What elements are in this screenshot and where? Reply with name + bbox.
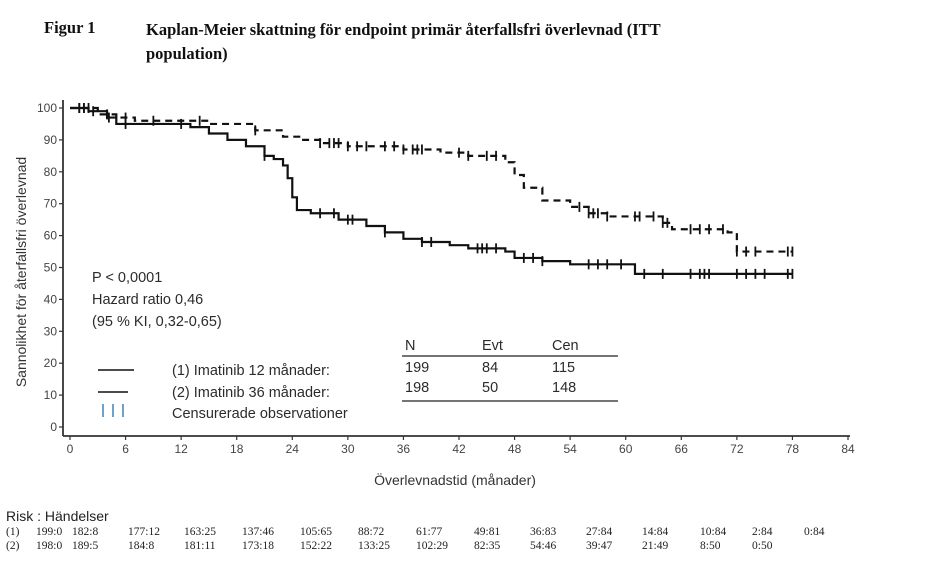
y-tick-label: 80 — [44, 165, 58, 179]
x-tick-label: 60 — [619, 442, 633, 456]
x-tick-label: 24 — [286, 442, 300, 456]
legend-label-36-months: (2) Imatinib 36 månader: — [172, 385, 330, 401]
x-axis-title: Överlevnadstid (månader) — [374, 471, 536, 488]
figure-title: Kaplan-Meier skattning för endpoint prim… — [146, 20, 661, 63]
risk-cell: 39:47 — [586, 540, 613, 552]
x-tick-label: 84 — [841, 442, 855, 456]
summary-cell: 148 — [552, 380, 576, 396]
summary-cell: 115 — [552, 360, 575, 376]
risk-cell: 198:0 — [36, 540, 63, 552]
risk-cell: 163:25 — [184, 526, 216, 538]
risk-cell: 49:81 — [474, 526, 501, 538]
risk-cell: 177:12 — [128, 526, 160, 538]
p-value: P < 0,0001 — [92, 270, 162, 286]
risk-row: (2) 198:0 189:5 184:8 181:11 173:18 152:22 133:… — [6, 540, 772, 554]
risk-cell: 21:49 — [642, 540, 669, 552]
legend: (1) Imatinib 12 månader: (2) Imatinib 36… — [98, 363, 348, 422]
confidence-interval: (95 % KI, 0,32-0,65) — [92, 314, 222, 330]
risk-cell: 105:65 — [300, 526, 332, 538]
risk-row-label: (1) — [6, 526, 20, 538]
risk-cell: 184:8 — [128, 540, 155, 552]
summary-cell: 199 — [405, 360, 429, 376]
risk-cell: 8:50 — [700, 540, 721, 552]
axes: 0 10 20 30 40 50 60 70 80 90 100 0 6 12 18 24 30 36 42 48 54… — [37, 100, 855, 456]
x-tick-label: 0 — [67, 442, 74, 456]
x-tick-label: 12 — [174, 442, 188, 456]
risk-cell: 189:5 — [72, 540, 99, 552]
risk-cell: 181:11 — [184, 540, 216, 552]
risk-cell: 133:25 — [358, 540, 390, 552]
x-tick-label: 18 — [230, 442, 244, 456]
x-tick-label: 6 — [122, 442, 129, 456]
risk-cell: 182:8 — [72, 526, 99, 538]
y-tick-label: 0 — [50, 420, 57, 434]
x-tick-label: 66 — [675, 442, 689, 456]
summary-header-evt: Evt — [482, 338, 503, 354]
risk-cell: 0:50 — [752, 540, 773, 552]
summary-table: N Evt Cen 199 84 115 198 50 148 — [402, 338, 618, 402]
survival-curves — [70, 103, 794, 279]
risk-cell: 199:0 — [36, 526, 63, 538]
kaplan-meier-chart: 0 10 20 30 40 50 60 70 80 90 100 0 6 12 18 24 30 36 42 48 54… — [13, 100, 855, 488]
risk-table-title: Risk : Händelser — [6, 508, 109, 524]
summary-cell: 84 — [482, 360, 498, 376]
x-tick-label: 48 — [508, 442, 522, 456]
y-axis-title: Sannolikhet för återfallsfri överlevnad — [13, 157, 29, 387]
summary-cell: 198 — [405, 380, 429, 396]
y-tick-label: 20 — [44, 356, 58, 370]
x-tick-label: 72 — [730, 442, 744, 456]
x-tick-label: 30 — [341, 442, 355, 456]
x-tick-label: 54 — [563, 442, 577, 456]
risk-cell: 137:46 — [242, 526, 274, 538]
risk-cell: 102:29 — [416, 540, 448, 552]
risk-cell: 27:84 — [586, 526, 613, 538]
y-tick-label: 40 — [44, 292, 58, 306]
x-tick-label: 42 — [452, 442, 466, 456]
risk-table: Risk : Händelser (1) 199:0 182:8 177:12 163:… — [6, 508, 824, 554]
y-tick-label: 50 — [44, 261, 58, 275]
risk-table-rows: (1) 199:0 182:8 177:12 163:25 137:46 105:65 88:… — [6, 526, 824, 554]
x-tick-label: 36 — [397, 442, 411, 456]
legend-label-12-months: (1) Imatinib 12 månader: — [172, 363, 330, 379]
y-tick-label: 60 — [44, 229, 58, 243]
y-tick-label: 90 — [44, 133, 58, 147]
risk-cell: 0:84 — [804, 526, 825, 538]
risk-cell: 36:83 — [530, 526, 557, 538]
risk-cell: 2:84 — [752, 526, 773, 538]
curve-imatinib-12-months — [70, 106, 793, 275]
figure-label: Figur 1 — [44, 18, 96, 37]
summary-header-cen: Cen — [552, 338, 579, 354]
y-tick-label: 10 — [44, 388, 58, 402]
x-tick-label: 78 — [786, 442, 800, 456]
risk-cell: 10:84 — [700, 526, 727, 538]
curve-imatinib-36-months — [70, 106, 793, 253]
y-tick-label: 70 — [44, 197, 58, 211]
risk-cell: 173:18 — [242, 540, 274, 552]
risk-cell: 82:35 — [474, 540, 501, 552]
risk-row: (1) 199:0 182:8 177:12 163:25 137:46 105:65 88:… — [6, 526, 824, 540]
summary-header-n: N — [405, 338, 415, 354]
risk-cell: 54:46 — [530, 540, 557, 552]
y-tick-label: 100 — [37, 101, 57, 115]
censor-symbol-icon — [102, 404, 124, 417]
annotations: P < 0,0001 Hazard ratio 0,46 (95 % KI, 0… — [92, 270, 222, 330]
risk-cell: 61:77 — [416, 526, 443, 538]
legend-label-censored: Censurerade observationer — [172, 406, 348, 422]
risk-cell: 152:22 — [300, 540, 332, 552]
hazard-ratio: Hazard ratio 0,46 — [92, 292, 203, 308]
summary-cell: 50 — [482, 380, 498, 396]
y-tick-label: 30 — [44, 324, 58, 338]
risk-cell: 88:72 — [358, 526, 385, 538]
risk-cell: 14:84 — [642, 526, 669, 538]
risk-row-label: (2) — [6, 540, 20, 552]
